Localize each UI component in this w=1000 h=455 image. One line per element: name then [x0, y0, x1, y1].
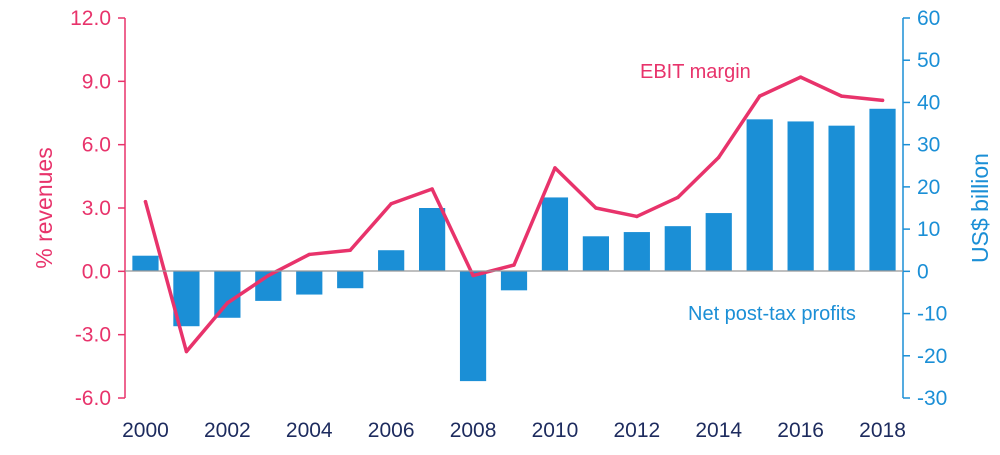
- x-tick-label: 2004: [286, 419, 333, 442]
- bar-2014: [705, 213, 732, 272]
- ebit-point-2012: [635, 214, 639, 219]
- left-tick-label: 12.0: [70, 7, 111, 30]
- right-tick-label: 60: [917, 7, 940, 30]
- ebit-point-2018: [880, 98, 885, 103]
- right-tick-label: 10: [917, 218, 940, 241]
- x-tick-label: 2012: [613, 419, 660, 442]
- left-tick-label: 3.0: [82, 197, 111, 220]
- bar-2008: [459, 271, 487, 382]
- right-tick-label: 50: [917, 49, 940, 72]
- right-axis-ticks: -30 -20 -10 0 10 20 30 40 50 60: [903, 7, 947, 410]
- right-axis-title: US$ billion: [967, 153, 993, 263]
- x-tick-label: 2010: [532, 419, 579, 442]
- left-tick-label: 9.0: [82, 70, 111, 93]
- ebit-point-2004: [307, 252, 311, 257]
- right-tick-label: -30: [917, 387, 947, 410]
- bar-2013: [664, 226, 691, 272]
- right-tick-label: -10: [917, 303, 947, 326]
- left-tick-label: 0.0: [82, 260, 111, 283]
- right-tick-label: 40: [917, 91, 940, 114]
- bar-2000: [132, 255, 159, 272]
- right-tick-label: -20: [917, 345, 947, 368]
- ebit-point-2015: [757, 94, 762, 98]
- x-tick-label: 2014: [695, 419, 742, 442]
- bar-2002: [214, 271, 241, 318]
- ebit-point-2005: [348, 248, 352, 252]
- bar-2016: [787, 121, 814, 272]
- x-tick-label: 2002: [204, 419, 251, 442]
- ebit-point-2003: [266, 273, 271, 278]
- bar-2015: [746, 119, 773, 272]
- x-tick-label: 2018: [859, 419, 906, 442]
- ebit-point-2011: [594, 206, 598, 210]
- bar-2006: [378, 250, 405, 272]
- bar-2012: [623, 232, 650, 272]
- bar-2018: [869, 108, 896, 272]
- ebit-point-2017: [839, 94, 844, 98]
- bar-2007: [419, 208, 446, 272]
- bar-2005: [337, 271, 364, 289]
- ebit-point-2009: [512, 263, 516, 267]
- ebit-point-2002: [225, 301, 230, 305]
- right-tick-label: 20: [917, 176, 940, 199]
- ebit-point-2008: [471, 273, 475, 278]
- bar-2011: [582, 236, 609, 272]
- x-axis-ticks: 2000 2002 2004 2006 2008 2010 2012 2014 2016 2018: [122, 419, 906, 442]
- ebit-point-2014: [717, 155, 721, 160]
- ebit-point-2001: [184, 349, 189, 354]
- bar-2010: [541, 197, 569, 272]
- bar-2004: [296, 271, 323, 295]
- ebit-margin-label: EBIT margin: [640, 61, 751, 83]
- ebit-point-2013: [676, 195, 680, 200]
- left-axis-title: % revenues: [31, 147, 57, 268]
- ebit-point-2010: [553, 166, 557, 170]
- x-tick-label: 2000: [122, 419, 169, 442]
- x-tick-label: 2008: [450, 419, 497, 442]
- bar-2009: [500, 271, 528, 291]
- left-tick-label: -3.0: [75, 324, 111, 347]
- left-tick-label: -6.0: [75, 387, 111, 410]
- ebit-point-2016: [798, 75, 803, 79]
- net-profits-label: Net post-tax profits: [688, 303, 856, 325]
- ebit-point-2007: [430, 187, 434, 191]
- ebit-point-2006: [389, 202, 393, 206]
- left-tick-label: 6.0: [82, 134, 111, 157]
- x-tick-label: 2006: [368, 419, 415, 442]
- x-tick-label: 2016: [777, 419, 824, 442]
- left-axis-ticks: -6.0 -3.0 0.0 3.0 6.0 9.0 12.0: [70, 7, 125, 410]
- right-tick-label: 0: [917, 260, 929, 283]
- bar-2017: [828, 125, 855, 272]
- ebit-point-2000: [143, 199, 148, 204]
- right-tick-label: 30: [917, 134, 940, 157]
- plot-area: [132, 75, 896, 382]
